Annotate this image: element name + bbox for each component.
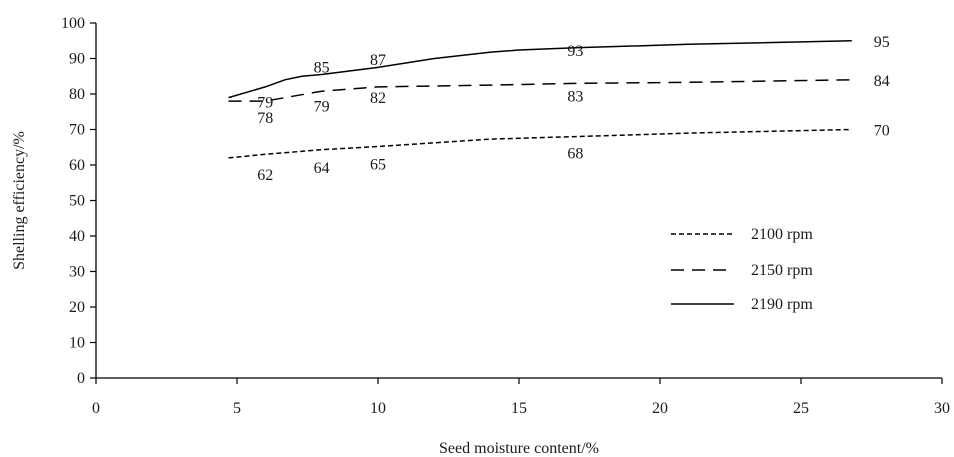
series-line-2100-rpm xyxy=(228,128,852,159)
y-tick-label: 10 xyxy=(69,335,85,352)
x-tick-label: 30 xyxy=(934,400,950,417)
legend-label: 2150 rpm xyxy=(751,262,813,279)
y-tick-label: 40 xyxy=(69,228,85,245)
y-tick-label: 20 xyxy=(69,299,85,316)
data-label: 79 xyxy=(257,95,273,112)
y-tick-label: 100 xyxy=(61,15,85,32)
x-tick-label: 10 xyxy=(370,400,386,417)
series-line-2150-rpm xyxy=(228,79,852,102)
data-label: 78 xyxy=(257,110,273,127)
data-label: 84 xyxy=(874,73,890,90)
y-tick-label: 50 xyxy=(69,193,85,210)
legend-label: 2100 rpm xyxy=(751,226,813,243)
legend: 2100 rpm 2150 rpm 2190 rpm xyxy=(671,226,813,313)
y-axis-title: Shelling efficiency/% xyxy=(11,131,28,270)
series-layer xyxy=(228,40,852,159)
x-tick-label: 5 xyxy=(233,400,241,417)
data-label: 68 xyxy=(567,146,583,163)
y-tick-label: 60 xyxy=(69,157,85,174)
data-label: 62 xyxy=(257,167,273,184)
data-label: 79 xyxy=(314,99,330,116)
axes: 0 10 20 30 40 50 60 70 80 90 100 0 5 10 15 20 25 30 xyxy=(61,15,950,417)
data-label: 82 xyxy=(370,90,386,107)
data-label: 95 xyxy=(874,34,890,51)
data-label: 83 xyxy=(567,88,583,105)
y-tick-label: 30 xyxy=(69,264,85,281)
data-label: 65 xyxy=(370,156,386,173)
data-label: 64 xyxy=(314,160,330,177)
data-label: 70 xyxy=(874,123,890,140)
data-label: 93 xyxy=(567,43,583,60)
y-tick-label: 0 xyxy=(77,370,85,387)
x-tick-label: 20 xyxy=(652,400,668,417)
y-tick-label: 80 xyxy=(69,86,85,103)
legend-label: 2190 rpm xyxy=(751,296,813,313)
series-line-2190-rpm xyxy=(228,40,852,99)
x-tick-label: 15 xyxy=(511,400,527,417)
data-label: 85 xyxy=(314,59,330,76)
data-label: 87 xyxy=(370,52,386,69)
y-tick-label: 70 xyxy=(69,122,85,139)
y-tick-label: 90 xyxy=(69,51,85,68)
x-tick-label: 25 xyxy=(793,400,809,417)
x-tick-label: 0 xyxy=(92,400,100,417)
x-axis-title: Seed moisture content/% xyxy=(439,440,599,457)
